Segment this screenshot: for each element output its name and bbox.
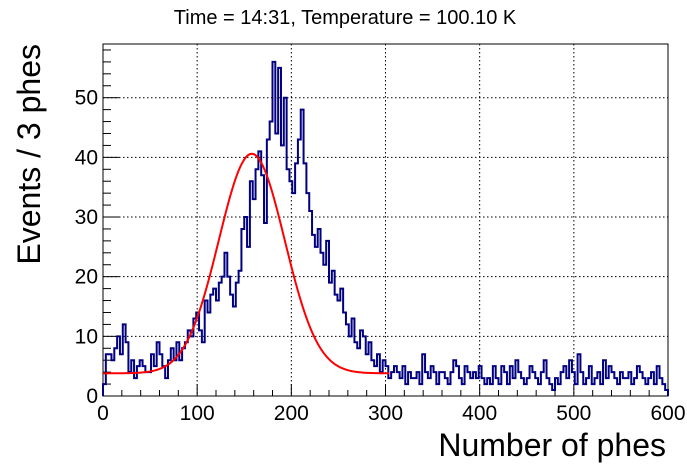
chart-title: Time = 14:31, Temperature = 100.10 K — [174, 7, 517, 29]
grid — [103, 44, 668, 396]
y-axis-label: Events / 3 phes — [11, 44, 47, 265]
x-axis-label: Number of phes — [438, 427, 666, 463]
y-tick-label: 50 — [75, 87, 98, 110]
fit-series — [103, 152, 390, 375]
x-tick-label: 0 — [97, 402, 109, 425]
x-tick-label: 600 — [650, 402, 685, 425]
y-tick-label: 30 — [75, 206, 98, 229]
x-tick-label: 400 — [462, 402, 497, 425]
y-tick-label: 40 — [75, 146, 98, 169]
x-tick-label: 300 — [368, 402, 403, 425]
tick-labels: 0 100 200 300 400 500 600 0 10 20 30 40 50 — [75, 87, 686, 425]
y-tick-label: 0 — [86, 385, 98, 408]
x-tick-label: 500 — [556, 402, 591, 425]
x-tick-label: 100 — [180, 402, 215, 425]
x-tick-label: 200 — [274, 402, 309, 425]
gaussian-fit-curve — [103, 152, 390, 375]
y-tick-label: 20 — [75, 266, 98, 289]
y-tick-label: 10 — [75, 325, 98, 348]
